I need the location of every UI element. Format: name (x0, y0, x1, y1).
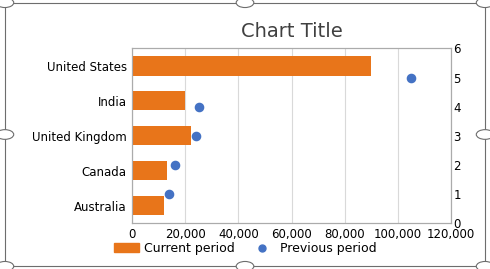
Point (171, 163, 179, 167)
Point (195, 105, 202, 109)
Legend: Current period, Previous period: Current period, Previous period (109, 237, 381, 260)
Point (407, 75, 415, 80)
Bar (132, 56, 371, 76)
Bar (132, 161, 167, 180)
Bar (132, 126, 191, 146)
Title: Chart Title: Chart Title (241, 22, 343, 41)
Point (166, 192, 173, 196)
Point (192, 134, 200, 138)
Bar (132, 91, 185, 111)
Bar (132, 196, 164, 215)
